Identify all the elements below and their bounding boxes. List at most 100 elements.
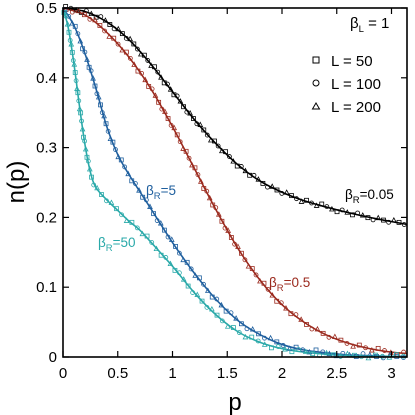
data-point [84,56,90,62]
data-point [115,153,122,160]
data-point [370,217,376,223]
data-point [191,116,196,121]
annotation-subscript: R [154,191,161,202]
data-point [69,49,75,55]
data-point [275,344,281,349]
data-point [350,212,355,218]
data-point [123,35,129,41]
data-point [260,180,266,186]
x-tick-label: 2 [278,365,286,382]
data-point [382,348,387,353]
data-point [188,266,194,272]
data-point [147,203,153,209]
y-tick-label: 0.3 [36,140,57,157]
data-point [244,326,250,332]
data-point [165,116,171,121]
data-point [68,41,75,47]
data-point [274,298,280,304]
data-point [82,49,88,55]
data-point [75,90,81,96]
data-point [67,37,73,43]
data-point [283,305,289,311]
data-point [365,215,371,221]
data-point [213,205,219,211]
data-point [293,344,299,350]
data-point [115,41,121,47]
legend-label-l50: L = 50 [331,53,373,70]
data-point [309,200,314,206]
data-point [123,49,129,55]
data-point [242,257,248,263]
annotation-suffix: =5 [161,183,176,198]
data-point [235,243,241,249]
data-point [72,70,78,75]
data-point [63,13,69,19]
data-point [296,347,302,353]
annotation-suffix: =0.05 [360,187,394,202]
data-point [363,345,368,351]
data-point [355,210,360,216]
data-point [269,183,276,189]
annotation-beta-r-50: βR=50 [98,235,136,254]
legend-fixed-subscript: L [359,24,364,35]
data-point [149,240,155,245]
data-point [139,230,146,237]
data-point [386,219,392,225]
annotation-symbol: β [98,235,106,250]
data-point [141,52,147,58]
data-point [69,9,75,15]
data-point [159,106,165,112]
data-point [197,121,204,127]
data-point [82,145,89,152]
y-tick-label: 0.2 [36,209,57,226]
data-point [239,321,244,327]
data-point [92,16,98,23]
data-point [320,349,326,355]
data-point [79,118,84,124]
data-point [153,245,160,252]
data-point [209,305,215,312]
data-point [146,84,152,89]
data-point [180,145,187,151]
data-point [176,270,182,276]
annotation-subscript: R [106,243,113,254]
data-point [313,347,319,353]
data-point [261,280,267,286]
data-point [219,218,225,224]
data-point [73,78,79,84]
data-point [396,219,402,225]
data-point [204,132,210,138]
data-point [73,6,79,13]
data-point [368,347,375,353]
data-point [294,196,299,202]
data-point [66,29,72,35]
data-point [81,12,87,18]
annotation-beta-r-0-5: βR=0.5 [269,275,310,294]
data-point [94,91,100,97]
data-point [232,241,238,247]
data-point [323,349,330,356]
data-point [180,256,187,263]
data-point [78,110,84,116]
data-point [134,46,140,52]
data-point [253,272,259,278]
data-point [262,335,267,341]
data-point [161,227,167,233]
data-point [233,315,239,321]
data-point [356,342,362,348]
data-point [82,138,88,144]
data-point [257,277,263,284]
y-tick-label: 0.4 [36,70,57,87]
data-point [344,341,350,346]
data-point [192,272,199,278]
data-point [172,267,178,273]
data-point [131,61,138,67]
data-point [289,349,295,355]
data-point [145,58,151,63]
data-point [340,350,346,356]
data-point [228,235,234,240]
data-point [136,187,142,193]
data-point [224,323,231,329]
data-point [142,76,149,83]
